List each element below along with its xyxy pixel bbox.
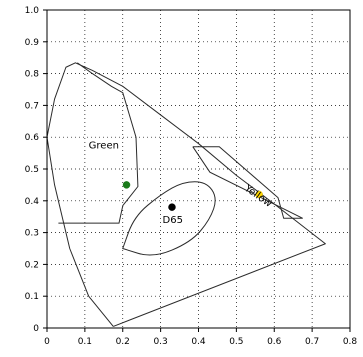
y-tick-label: 0.7 bbox=[25, 101, 39, 111]
x-tick-label: 0.5 bbox=[229, 337, 243, 347]
y-tick-label: 0.8 bbox=[25, 70, 40, 80]
y-tick-label: 0.1 bbox=[25, 292, 39, 302]
y-tick-label: 0.5 bbox=[25, 165, 39, 175]
axis-layer: 0 0.1 0.2 0.3 0.4 0.5 0.6 0.7 0.8 0 0.1 0.2 0.3 0.4 0.… bbox=[25, 6, 358, 347]
x-tick-label: 0.2 bbox=[116, 337, 130, 347]
x-tick-label: 0.3 bbox=[153, 337, 167, 347]
x-tick-label: 0 bbox=[44, 337, 50, 347]
annotation-d65: D65 bbox=[163, 215, 183, 226]
y-tick-label: 0.2 bbox=[25, 260, 39, 270]
grid-layer bbox=[47, 10, 350, 328]
annotation-green: Green bbox=[89, 140, 119, 151]
annotation-yellow: Yellow bbox=[241, 183, 273, 210]
x-tick-label: 0.7 bbox=[305, 337, 319, 347]
yellow-region-outline bbox=[192, 146, 303, 219]
x-tick-label: 0.8 bbox=[343, 337, 358, 347]
y-tick-label: 1.0 bbox=[25, 6, 40, 16]
point-d65 bbox=[168, 203, 176, 211]
gamut-boundary bbox=[46, 62, 326, 327]
point-yellow bbox=[255, 190, 263, 199]
point-green bbox=[122, 181, 131, 189]
x-tick-label: 0.4 bbox=[191, 337, 206, 347]
region-layer bbox=[46, 62, 326, 327]
y-tick-label: 0.6 bbox=[25, 133, 40, 143]
y-tick-label: 0.3 bbox=[25, 229, 39, 239]
x-tick-label: 0.1 bbox=[78, 337, 92, 347]
point-layer bbox=[122, 181, 263, 211]
plot-frame bbox=[46, 9, 351, 329]
y-tick-label: 0.4 bbox=[25, 197, 40, 207]
white-region-outline bbox=[122, 181, 216, 256]
y-tick-label: 0.9 bbox=[25, 38, 40, 48]
green-region-outline bbox=[58, 62, 139, 224]
y-tick-label: 0 bbox=[33, 324, 39, 334]
x-tick-label: 0.6 bbox=[267, 337, 282, 347]
